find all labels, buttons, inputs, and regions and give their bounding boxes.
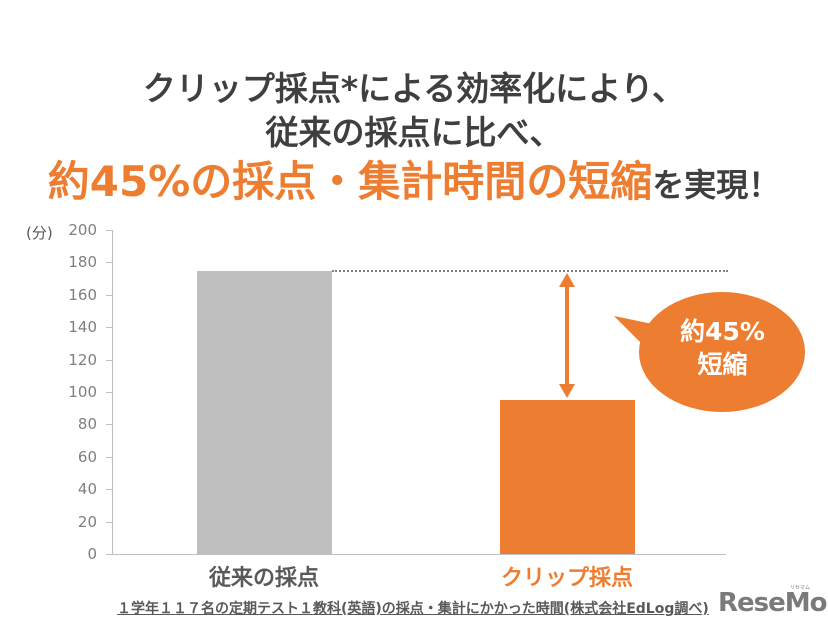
y-tick-label: 120: [68, 350, 97, 369]
arrow-shaft: [565, 284, 569, 385]
category-label-conventional: 従来の採点: [208, 566, 319, 591]
headline-line-1: クリップ採点*による効率化により、: [142, 69, 686, 108]
bar-clip: [500, 400, 635, 554]
arrow-head-down-icon: [559, 384, 575, 399]
callout-line-1: 約45%: [680, 317, 765, 346]
y-tick-mark: [106, 554, 112, 555]
headline-highlight: 約45%の採点・集計時間の短縮: [47, 157, 653, 206]
callout-line-2: 短縮: [697, 350, 748, 379]
y-tick-mark: [106, 392, 112, 393]
y-tick-mark: [106, 457, 112, 458]
callout-text: 約45% 短縮: [640, 315, 805, 381]
category-label-clip: クリップ採点: [500, 566, 633, 591]
headline-line-3: 約45%の採点・集計時間の短縮を実現！: [0, 148, 828, 209]
y-tick-label: 200: [68, 221, 97, 239]
y-tick-mark: [106, 360, 112, 361]
reference-dotted-line: [332, 269, 728, 272]
source-footnote: １学年１１７名の定期テスト１教科(英語)の採点・集計にかかった時間(株式会社Ed…: [117, 601, 709, 617]
y-tick-mark: [106, 522, 112, 523]
y-tick-label: 180: [68, 253, 97, 272]
y-tick-mark: [106, 262, 112, 263]
y-tick-mark: [106, 295, 112, 296]
y-axis-unit-label: (分): [26, 224, 53, 242]
y-tick-mark: [106, 230, 112, 231]
resemom-logo: ReseMom: [718, 588, 828, 618]
y-tick-label: 160: [68, 285, 97, 304]
speech-bubble-icon: [614, 292, 805, 412]
y-tick-label: 40: [77, 480, 97, 499]
bar-conventional: [197, 270, 332, 554]
y-tick-label: 100: [68, 383, 97, 401]
x-axis-line: [112, 554, 726, 555]
y-tick-mark: [106, 424, 112, 425]
logo-ruby: リセマム: [790, 585, 811, 591]
y-tick-label: 20: [77, 512, 97, 531]
y-tick-label: 80: [77, 415, 97, 434]
y-tick-label: 0: [87, 545, 97, 563]
y-axis-line: [112, 230, 113, 555]
y-tick-label: 60: [77, 447, 97, 466]
headline-tail: を実現！: [652, 166, 781, 204]
y-tick-label: 140: [68, 318, 97, 337]
headline-line-2: 従来の採点に比べ、: [265, 113, 563, 152]
y-tick-mark: [106, 327, 112, 328]
y-tick-mark: [106, 489, 112, 490]
arrow-head-up-icon: [559, 272, 575, 287]
